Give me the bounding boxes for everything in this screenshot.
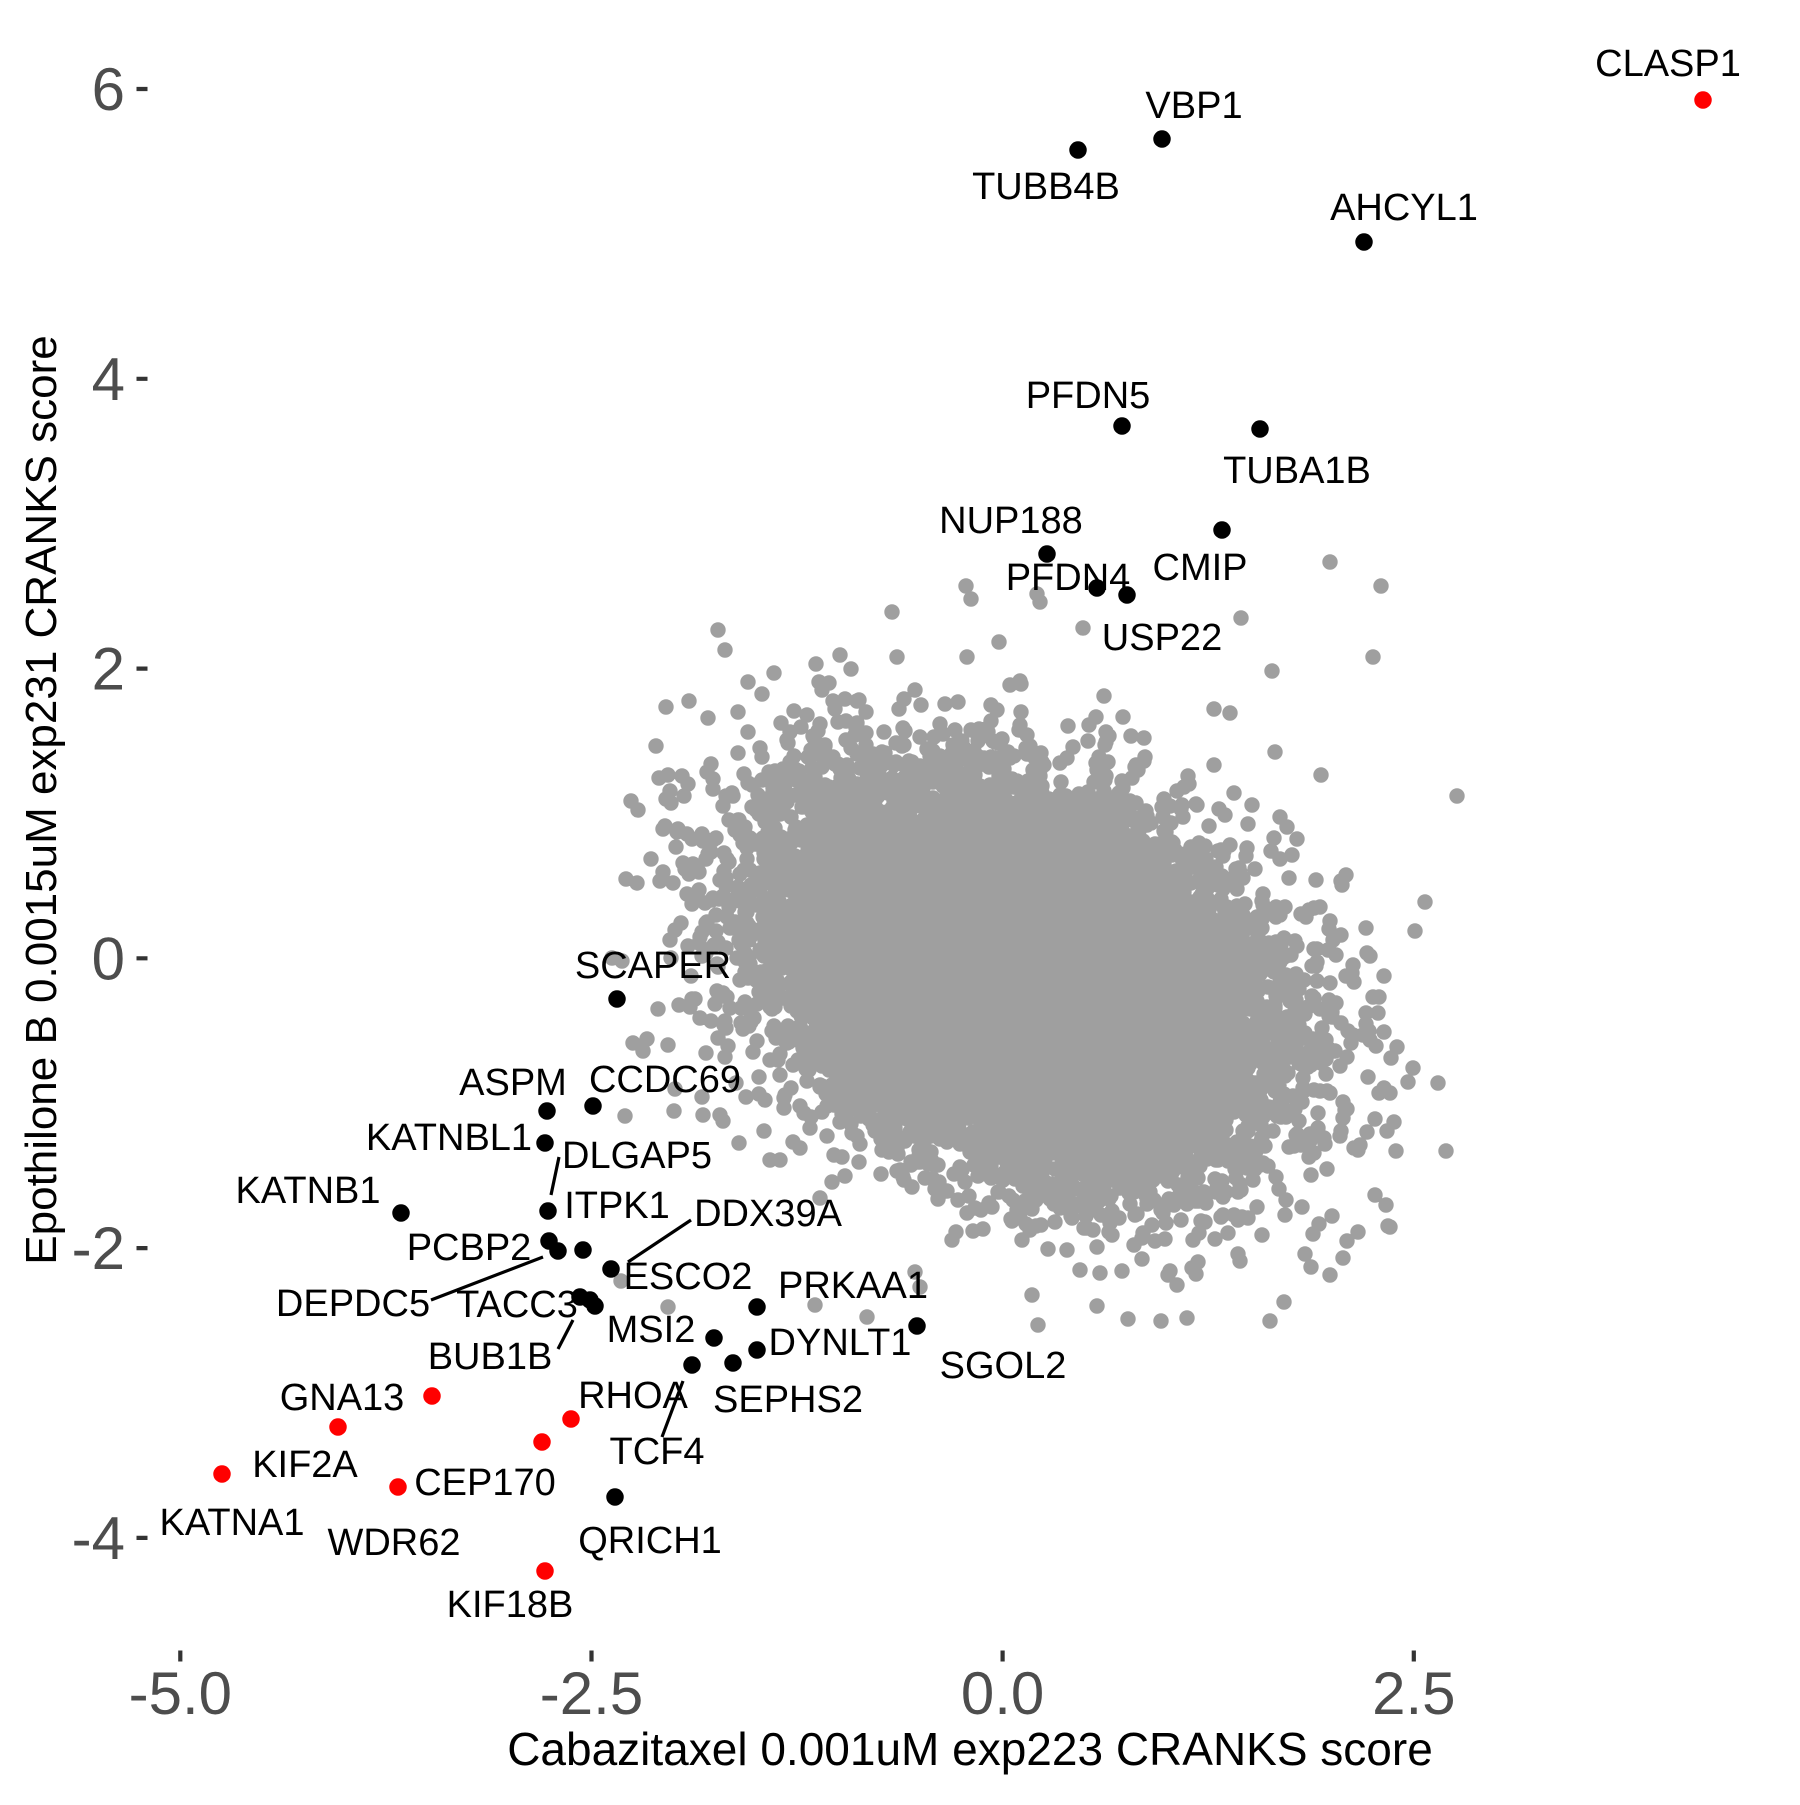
svg-text:ASPM: ASPM (459, 1062, 567, 1104)
svg-text:KATNB1: KATNB1 (235, 1170, 380, 1212)
svg-text:DLGAP5: DLGAP5 (562, 1135, 712, 1177)
svg-text:CMIP: CMIP (1153, 547, 1248, 589)
svg-text:NUP188: NUP188 (939, 500, 1083, 542)
svg-text:USP22: USP22 (1102, 617, 1222, 659)
svg-text:PCBP2: PCBP2 (407, 1227, 532, 1269)
svg-text:GNA13: GNA13 (280, 1377, 405, 1419)
svg-text:PFDN4: PFDN4 (1006, 557, 1131, 599)
svg-text:BUB1B: BUB1B (428, 1336, 553, 1378)
svg-text:SCAPER: SCAPER (575, 945, 731, 987)
svg-text:SGOL2: SGOL2 (940, 1345, 1067, 1387)
svg-text:Cabazitaxel 0.001uM exp223 CRA: Cabazitaxel 0.001uM exp223 CRANKS score (507, 1723, 1433, 1775)
svg-text:-2.5: -2.5 (540, 1660, 643, 1727)
svg-text:ESCO2: ESCO2 (624, 1256, 753, 1298)
svg-text:KIF2A: KIF2A (252, 1444, 358, 1486)
svg-text:CLASP1: CLASP1 (1595, 43, 1741, 85)
svg-text:AHCYL1: AHCYL1 (1330, 187, 1478, 229)
svg-text:0: 0 (92, 925, 125, 992)
svg-text:KIF18B: KIF18B (447, 1584, 574, 1626)
svg-text:MSI2: MSI2 (607, 1309, 696, 1351)
svg-text:6: 6 (92, 56, 125, 123)
svg-text:SEPHS2: SEPHS2 (713, 1379, 863, 1421)
svg-text:4: 4 (92, 346, 125, 413)
svg-text:-4: -4 (72, 1505, 125, 1572)
svg-text:DDX39A: DDX39A (694, 1193, 842, 1235)
svg-text:QRICH1: QRICH1 (578, 1520, 722, 1562)
svg-text:TUBB4B: TUBB4B (972, 166, 1120, 208)
svg-text:-2: -2 (72, 1215, 125, 1282)
svg-text:TACC3: TACC3 (456, 1284, 578, 1326)
svg-text:DYNLT1: DYNLT1 (769, 1322, 912, 1364)
svg-text:KATNA1: KATNA1 (159, 1502, 304, 1544)
svg-text:KATNBL1: KATNBL1 (366, 1117, 532, 1159)
svg-text:CCDC69: CCDC69 (589, 1059, 741, 1101)
svg-text:0.0: 0.0 (961, 1660, 1044, 1727)
svg-text:Epothilone B 0.0015uM exp231 C: Epothilone B 0.0015uM exp231 CRANKS scor… (17, 335, 66, 1264)
svg-text:WDR62: WDR62 (327, 1522, 460, 1564)
svg-text:VBP1: VBP1 (1145, 85, 1242, 127)
svg-text:PFDN5: PFDN5 (1026, 375, 1151, 417)
svg-text:TCF4: TCF4 (610, 1431, 705, 1473)
svg-text:DEPDC5: DEPDC5 (276, 1283, 430, 1325)
svg-text:PRKAA1: PRKAA1 (778, 1265, 928, 1307)
svg-text:2: 2 (92, 636, 125, 703)
svg-text:2.5: 2.5 (1372, 1660, 1455, 1727)
svg-text:CEP170: CEP170 (414, 1462, 556, 1504)
svg-text:RHOA: RHOA (578, 1375, 688, 1417)
svg-text:ITPK1: ITPK1 (564, 1185, 670, 1227)
svg-text:-5.0: -5.0 (129, 1660, 232, 1727)
svg-text:TUBA1B: TUBA1B (1223, 450, 1371, 492)
